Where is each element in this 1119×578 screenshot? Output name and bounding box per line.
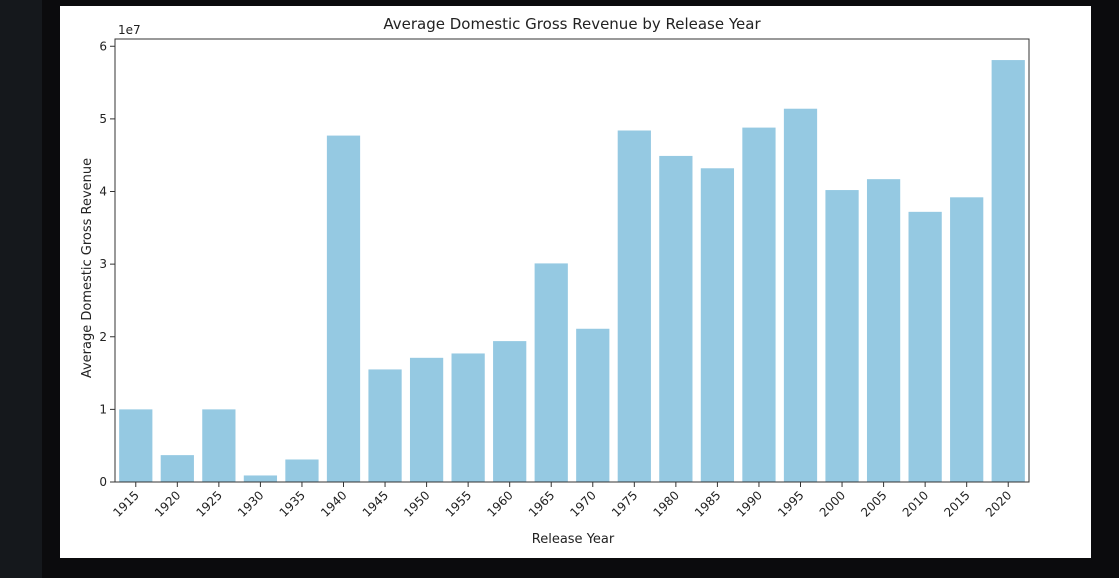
x-tick-label: 1970 [567,488,598,519]
bar-chart: Average Domestic Gross Revenue by Releas… [80,15,1030,547]
bar-1925 [202,409,236,482]
bar-2015 [950,197,984,482]
y-tick-label: 1 [99,402,107,416]
bar-2005 [866,179,901,482]
plot-frame [114,38,1030,483]
x-tick-label: 1975 [609,488,640,519]
x-tick-label: 1940 [318,488,349,519]
y-tick-label: 6 [99,39,107,53]
x-tick-label: 1985 [692,488,723,519]
x-tick-label: 1960 [484,488,515,519]
x-tick-label: 2005 [858,488,889,519]
bar-1965 [534,263,568,482]
bar-1980 [659,155,693,482]
y-tick-label: 5 [99,112,107,126]
x-tick-label: 2000 [817,488,848,519]
x-tick-label: 1950 [401,488,432,519]
bar-2010 [908,211,942,482]
x-tick-label: 2015 [941,488,972,519]
x-tick-label: 1945 [360,488,391,519]
y-tick-label: 3 [99,257,107,271]
chart-title: Average Domestic Gross Revenue by Releas… [383,15,761,33]
bar-1940 [326,135,361,482]
bar-1970 [576,328,610,482]
bar-1935 [285,459,319,482]
x-tick-label: 1920 [152,488,183,519]
bar-1955 [451,353,485,482]
x-axis-label: Release Year [532,532,615,547]
x-tick-label: 1990 [734,488,765,519]
bar-2020 [991,60,1025,482]
bar-1975 [617,130,651,482]
bar-1960 [493,341,527,482]
bar-1990 [742,127,776,482]
bar-2000 [825,190,859,483]
bar-1920 [160,455,194,482]
x-tick-label: 1935 [277,488,308,519]
bar-1930 [243,475,278,482]
bar-1985 [700,168,735,482]
bar-1945 [368,369,402,482]
y-tick-label: 2 [99,330,107,344]
x-tick-label: 2020 [983,488,1014,519]
y-scale-label: 1e7 [118,23,141,37]
x-tick-label: 1930 [235,488,266,519]
y-tick-label: 4 [99,185,107,199]
x-tick-label: 1955 [443,488,474,519]
x-tick-label: 1965 [526,488,557,519]
x-tick-label: 1995 [775,488,806,519]
y-axis-label: Average Domestic Gross Revenue [80,158,95,378]
y-tick-label: 0 [99,475,107,489]
bar-1950 [409,357,444,482]
x-tick-label: 1915 [110,488,141,519]
background-strip [0,0,42,578]
bar-1915 [119,409,153,482]
x-tick-label: 1925 [193,488,224,519]
x-tick-label: 1980 [650,488,681,519]
x-tick-label: 2010 [900,488,931,519]
chart-figure: Average Domestic Gross Revenue by Releas… [60,6,1091,558]
bar-1995 [783,108,818,483]
